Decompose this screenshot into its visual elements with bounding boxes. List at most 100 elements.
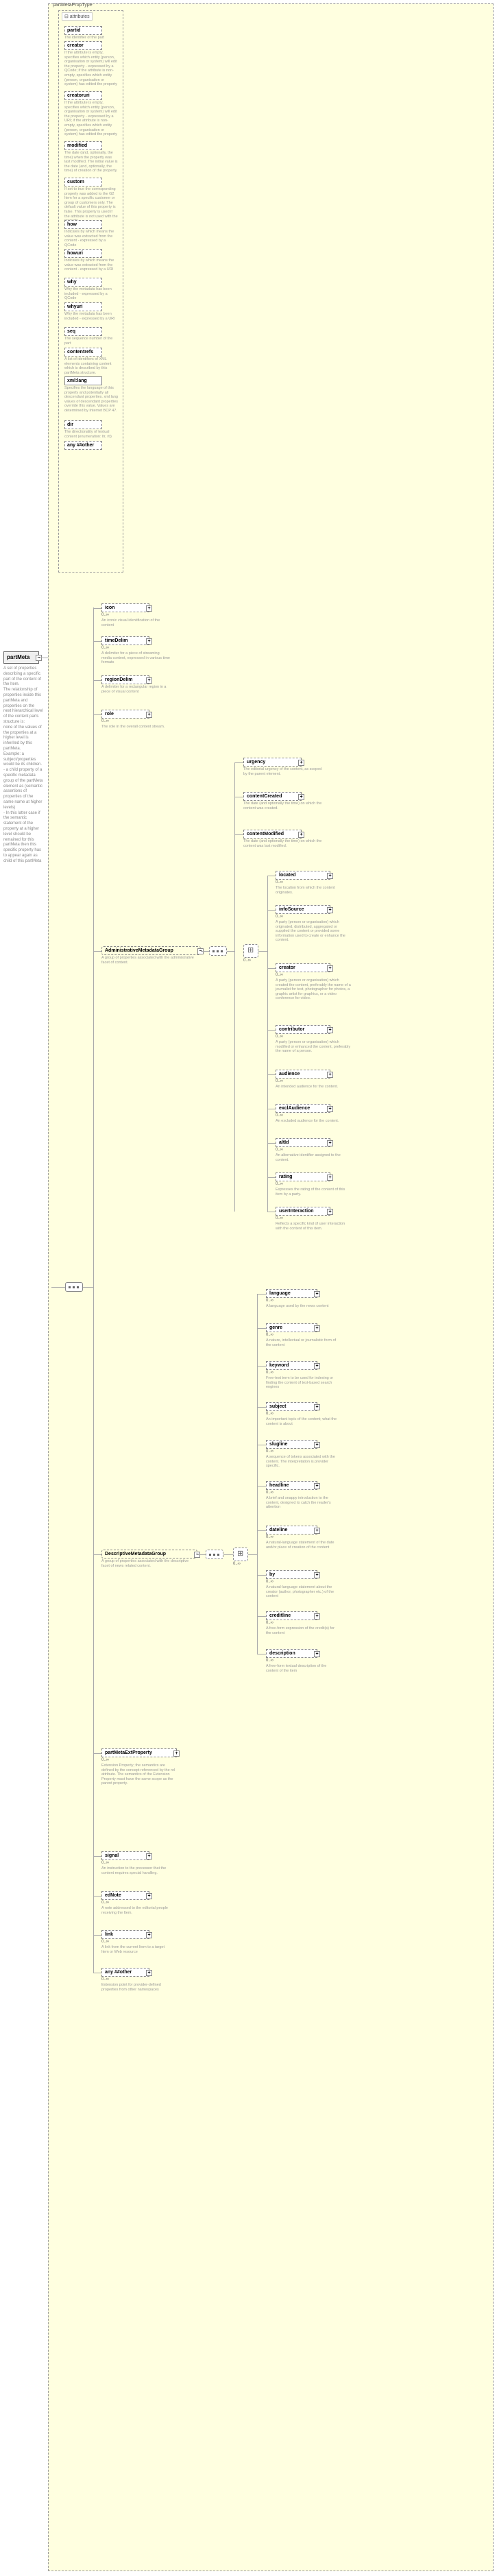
- expand-icon[interactable]: +: [327, 1106, 333, 1112]
- connector: [93, 714, 101, 715]
- elem-headline[interactable]: headline+: [266, 1481, 317, 1490]
- occurrence: 0..∞: [266, 1621, 273, 1625]
- occurrence: 0..∞: [276, 880, 283, 884]
- expand-icon[interactable]: +: [298, 794, 304, 800]
- expand-icon[interactable]: +: [327, 907, 333, 913]
- elem-rating[interactable]: rating+: [276, 1172, 330, 1181]
- elem-creditline[interactable]: creditline+: [266, 1611, 317, 1620]
- ext-property[interactable]: partMetaExtProperty +: [101, 1748, 177, 1757]
- attr-modified[interactable]: modified: [64, 141, 102, 150]
- expand-icon[interactable]: +: [146, 1893, 152, 1899]
- expand-icon[interactable]: +: [146, 638, 152, 645]
- attr-partid[interactable]: partid: [64, 26, 102, 35]
- elem-userInteraction[interactable]: userInteraction+: [276, 1207, 330, 1216]
- expand-icon[interactable]: +: [314, 1325, 320, 1332]
- attr-why[interactable]: why: [64, 278, 102, 287]
- elem-contentCreated[interactable]: contentCreated+: [243, 792, 302, 801]
- elem-by[interactable]: by+: [266, 1570, 317, 1579]
- expand-icon[interactable]: +: [146, 1853, 152, 1859]
- attr-howuri[interactable]: howuri: [64, 249, 102, 258]
- ext-label: partMetaExtProperty: [105, 1750, 152, 1755]
- attr-desc: If the attribute is empty, specifies whi…: [64, 51, 118, 87]
- connector: [257, 1294, 266, 1295]
- elem-creator[interactable]: creator+: [276, 963, 330, 972]
- elem-contributor[interactable]: contributor+: [276, 1025, 330, 1034]
- expand-icon[interactable]: +: [146, 712, 152, 718]
- sequence-icon[interactable]: [209, 946, 227, 956]
- attr-how[interactable]: how: [64, 220, 102, 229]
- elem-regionDelim[interactable]: regionDelim+: [101, 675, 149, 684]
- elem-contentModified[interactable]: contentModified+: [243, 830, 302, 839]
- expand-icon[interactable]: +: [314, 1613, 320, 1620]
- expand-icon[interactable]: +: [327, 1140, 333, 1146]
- occurrence: 0..∞: [101, 1977, 109, 1982]
- occurrence: 0..∞: [266, 1412, 273, 1416]
- expand-icon[interactable]: +: [314, 1363, 320, 1369]
- elem-language[interactable]: language+: [266, 1289, 317, 1298]
- elem-slugline[interactable]: slugline+: [266, 1440, 317, 1449]
- desc-metadata-group[interactable]: DescriptiveMetadataGroup −: [101, 1550, 197, 1558]
- sequence-icon[interactable]: [206, 1550, 223, 1559]
- elem-altId[interactable]: altId+: [276, 1138, 330, 1147]
- expand-icon[interactable]: +: [327, 1027, 333, 1033]
- attr-dir[interactable]: dir: [64, 420, 102, 429]
- attr-creatoruri[interactable]: creatoruri: [64, 91, 102, 100]
- elem-exclAudience[interactable]: exclAudience+: [276, 1104, 330, 1113]
- elem-icon[interactable]: icon+: [101, 603, 149, 612]
- elem-edNote[interactable]: edNote+: [101, 1891, 149, 1900]
- attr-custom[interactable]: custom: [64, 178, 102, 186]
- attr-xmllang[interactable]: xml:lang: [64, 376, 102, 385]
- elem-audience[interactable]: audience+: [276, 1070, 330, 1079]
- elem-subject[interactable]: subject+: [266, 1402, 317, 1411]
- expand-icon[interactable]: +: [146, 1932, 152, 1938]
- expand-icon[interactable]: +: [314, 1651, 320, 1657]
- elem-desc: An iconic visual identification of the c…: [101, 618, 170, 627]
- elem-urgency[interactable]: urgency+: [243, 758, 302, 767]
- attr-creator[interactable]: creator: [64, 41, 102, 50]
- elem-keyword[interactable]: keyword+: [266, 1361, 317, 1370]
- attr-seq[interactable]: seq: [64, 327, 102, 336]
- elem-timeDelim[interactable]: timeDelim+: [101, 636, 149, 645]
- elem-genre[interactable]: genre+: [266, 1323, 317, 1332]
- expand-icon[interactable]: +: [173, 1750, 180, 1757]
- elem-desc: The role in the overall content stream.: [101, 725, 170, 730]
- attr-contentrefs[interactable]: contentrefs: [64, 348, 102, 357]
- expand-icon[interactable]: +: [314, 1572, 320, 1578]
- elem-signal[interactable]: signal+: [101, 1851, 149, 1860]
- root-element[interactable]: partMeta −: [3, 651, 39, 664]
- expand-icon[interactable]: +: [314, 1528, 320, 1534]
- expand-icon[interactable]: +: [327, 873, 333, 879]
- expand-icon[interactable]: +: [146, 677, 152, 684]
- elem-anyother[interactable]: any ##other+: [101, 1968, 149, 1977]
- expand-icon[interactable]: +: [327, 1209, 333, 1215]
- elem-role[interactable]: role+: [101, 710, 149, 719]
- connector: [197, 1554, 206, 1555]
- expand-icon[interactable]: +: [146, 605, 152, 612]
- expand-icon[interactable]: +: [146, 1970, 152, 1976]
- choice-icon[interactable]: [243, 944, 258, 958]
- elem-link[interactable]: link+: [101, 1930, 149, 1939]
- expand-icon[interactable]: +: [327, 1175, 333, 1181]
- expand-icon[interactable]: +: [298, 832, 304, 838]
- connector: [93, 1753, 101, 1754]
- expand-icon[interactable]: +: [314, 1483, 320, 1489]
- sequence-icon[interactable]: [65, 1282, 83, 1292]
- elem-infoSource[interactable]: infoSource+: [276, 905, 330, 914]
- elem-located[interactable]: located+: [276, 871, 330, 880]
- elem-dateline[interactable]: dateline+: [266, 1526, 317, 1534]
- attr-whyuri[interactable]: whyuri: [64, 302, 102, 311]
- attr-anyother[interactable]: any ##other: [64, 441, 102, 450]
- attributes-container: ⊟ attributes partidThe identifier of the…: [58, 10, 123, 573]
- connector: [93, 1896, 101, 1897]
- expand-icon[interactable]: +: [298, 760, 304, 766]
- expand-icon[interactable]: +: [314, 1291, 320, 1297]
- choice-icon[interactable]: [233, 1548, 248, 1561]
- expand-icon[interactable]: +: [314, 1442, 320, 1448]
- expand-icon[interactable]: +: [327, 1072, 333, 1078]
- elem-description[interactable]: description+: [266, 1649, 317, 1658]
- admin-metadata-group[interactable]: AdministrativeMetadataGroup −: [101, 946, 201, 955]
- attr-desc: The sequence number of the part: [64, 337, 118, 346]
- attr-desc: Specifies the language of this property …: [64, 386, 118, 413]
- expand-icon[interactable]: +: [327, 965, 333, 972]
- expand-icon[interactable]: +: [314, 1404, 320, 1410]
